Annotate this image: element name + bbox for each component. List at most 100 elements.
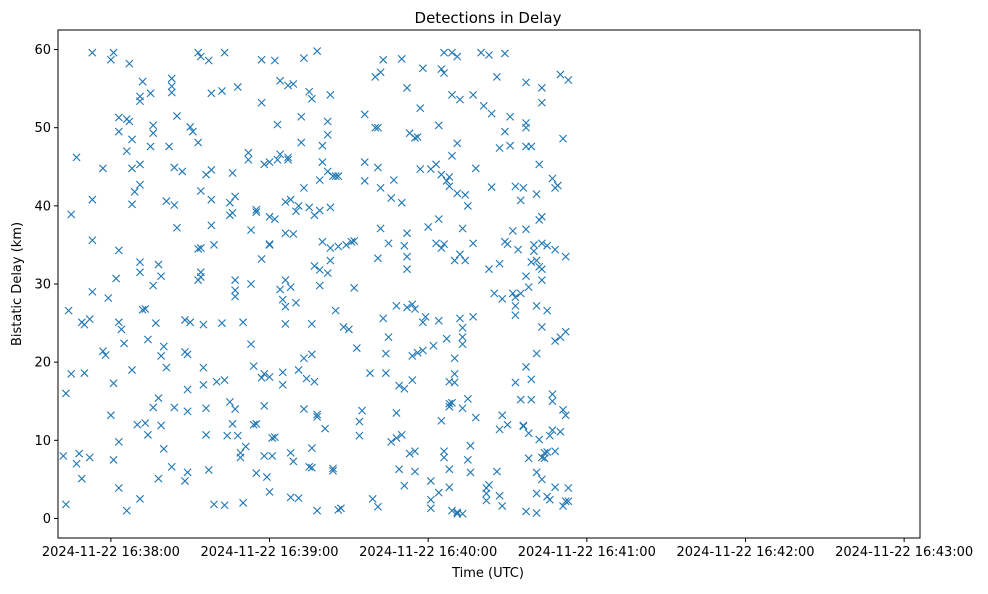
data-point (447, 506, 456, 515)
x-tick-label: 2024-11-22 16:43:00 (835, 545, 973, 560)
data-point (458, 224, 467, 233)
data-point (284, 81, 293, 90)
data-point (447, 90, 456, 99)
data-point (247, 226, 256, 235)
data-point (143, 335, 152, 344)
data-point (455, 314, 464, 323)
data-point (260, 451, 269, 460)
data-point (495, 259, 504, 268)
data-point (522, 272, 531, 281)
data-point (313, 47, 322, 56)
data-point (408, 376, 417, 385)
data-point (305, 87, 314, 96)
data-point (157, 351, 166, 360)
data-point (135, 160, 144, 169)
data-point (133, 420, 142, 429)
data-point (535, 435, 544, 444)
data-point (326, 244, 335, 253)
data-point (564, 483, 573, 492)
data-point (551, 245, 560, 254)
data-point (379, 55, 388, 64)
data-point (146, 89, 155, 98)
data-point (440, 453, 449, 462)
data-point (537, 265, 546, 274)
data-point (210, 240, 218, 249)
data-point (532, 349, 541, 358)
data-point (268, 433, 277, 442)
data-point (347, 237, 356, 246)
x-axis: 2024-11-22 16:38:00 2024-11-22 16:39:00 20… (42, 538, 973, 560)
data-point (458, 509, 467, 518)
data-point (178, 167, 187, 176)
data-point (141, 419, 150, 428)
data-point (500, 49, 509, 58)
data-point (149, 403, 158, 412)
data-point (305, 462, 314, 471)
y-tick-label: 50 (34, 121, 51, 136)
data-point (442, 334, 451, 343)
data-point (299, 183, 308, 192)
data-point (450, 369, 459, 378)
data-point (299, 405, 308, 414)
data-point (186, 318, 195, 327)
data-point (450, 354, 459, 363)
data-point (445, 483, 454, 492)
data-point (522, 78, 531, 87)
y-tick-label: 0 (43, 512, 51, 527)
data-point (196, 272, 205, 281)
data-point (281, 319, 290, 328)
data-point (551, 447, 560, 456)
data-point (128, 164, 137, 173)
data-point (453, 189, 462, 198)
data-point (498, 501, 507, 510)
data-point (323, 130, 332, 139)
data-point (225, 398, 234, 406)
data-point (162, 197, 171, 206)
data-point (128, 135, 137, 144)
data-point (445, 172, 454, 181)
data-point (469, 90, 478, 99)
data-point (384, 239, 393, 248)
data-point (196, 52, 205, 61)
data-point (299, 354, 308, 363)
data-point (154, 260, 163, 269)
data-point (519, 421, 528, 430)
data-point (342, 240, 351, 249)
data-point (537, 239, 546, 248)
data-point (381, 349, 390, 358)
data-point (202, 404, 211, 413)
y-axis: 0 10 20 30 40 50 60 (34, 43, 58, 527)
y-tick-label: 20 (34, 356, 51, 371)
data-point (252, 208, 261, 217)
data-point (125, 117, 134, 126)
data-point (495, 425, 504, 434)
data-point (98, 164, 107, 173)
data-point (392, 433, 401, 442)
data-point (289, 79, 298, 88)
data-point (249, 362, 258, 371)
data-point (506, 141, 515, 150)
data-point (260, 369, 269, 378)
data-point (135, 97, 144, 106)
data-point (376, 224, 385, 233)
data-point (498, 294, 507, 303)
data-point (511, 182, 520, 191)
data-point (503, 240, 512, 249)
points-layer (59, 47, 573, 518)
data-point (307, 350, 316, 359)
data-point (432, 160, 441, 169)
data-point (471, 164, 480, 173)
data-point (426, 476, 435, 485)
data-point (384, 333, 393, 342)
data-point (548, 397, 557, 406)
data-point (445, 465, 454, 474)
data-point (492, 72, 501, 81)
data-point (519, 183, 528, 192)
data-point (135, 180, 144, 189)
data-point (453, 52, 462, 61)
data-point (527, 395, 536, 404)
data-point (265, 240, 274, 249)
data-point (88, 287, 97, 296)
data-point (397, 430, 406, 439)
data-point (291, 298, 300, 307)
